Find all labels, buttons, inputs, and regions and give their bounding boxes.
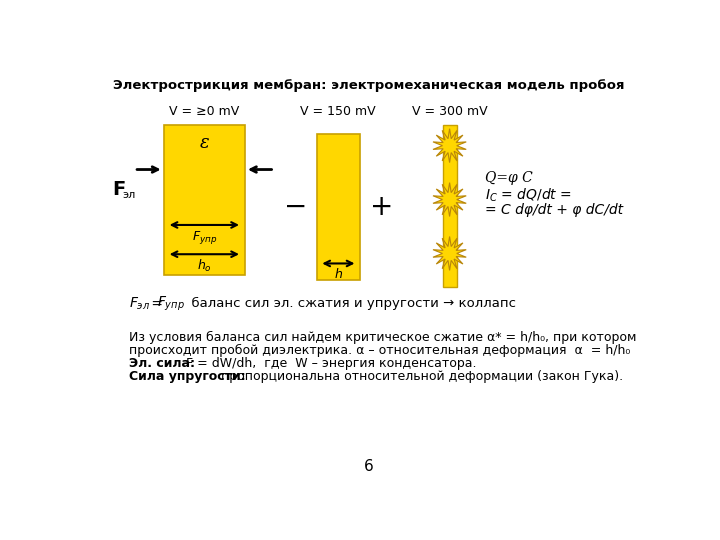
Text: баланс сил эл. сжатия и упругости → коллапс: баланс сил эл. сжатия и упругости → колл… (183, 297, 516, 310)
Bar (443, 125, 456, 287)
Text: =: = (148, 296, 168, 310)
Bar (317, 134, 360, 280)
Polygon shape (433, 237, 467, 271)
Text: происходит пробой диэлектрика. α – относительная деформация  α  = h/h₀: происходит пробой диэлектрика. α – относ… (129, 343, 630, 356)
Text: −: − (284, 193, 307, 221)
Polygon shape (433, 183, 467, 217)
Text: Эл. сила:: Эл. сила: (129, 357, 194, 370)
Text: V = 150 mV: V = 150 mV (300, 105, 376, 118)
Text: $I_C$ = $dQ/dt$ =: $I_C$ = $dQ/dt$ = (485, 186, 572, 204)
Text: Электрострикция мембран: электромеханическая модель пробоя: Электрострикция мембран: электромеханиче… (113, 79, 625, 92)
Text: эл: эл (122, 190, 136, 200)
Text: Сила упругости:: Сила упругости: (129, 370, 246, 383)
Text: ε: ε (199, 134, 209, 152)
Text: $h_o$: $h_o$ (197, 258, 212, 274)
Text: F = dW/dh,  где  W – энергия конденсатора.: F = dW/dh, где W – энергия конденсатора. (178, 357, 476, 370)
Text: $F_{упр}$: $F_{упр}$ (158, 294, 185, 313)
Text: V = ≥0 mV: V = ≥0 mV (168, 105, 239, 118)
Text: $F_{упр}$: $F_{упр}$ (192, 229, 217, 246)
Text: V = 300 mV: V = 300 mV (412, 105, 487, 118)
Text: $h$: $h$ (334, 267, 343, 281)
Text: Q=φ C: Q=φ C (485, 171, 533, 185)
Text: $\mathbf{F}$: $\mathbf{F}$ (112, 180, 125, 199)
Text: $F_{эл}$: $F_{эл}$ (129, 295, 150, 312)
Bar (163, 125, 245, 275)
Text: +: + (369, 193, 393, 221)
Text: Из условия баланса сил найдем критическое сжатие α* = h/h₀, при котором: Из условия баланса сил найдем критическо… (129, 330, 636, 343)
Text: 6: 6 (364, 459, 374, 474)
Text: пропорциональна относительной деформации (закон Гука).: пропорциональна относительной деформации… (217, 370, 624, 383)
Polygon shape (433, 129, 467, 163)
Text: = C dφ/dt + φ dC/dt: = C dφ/dt + φ dC/dt (485, 204, 624, 218)
